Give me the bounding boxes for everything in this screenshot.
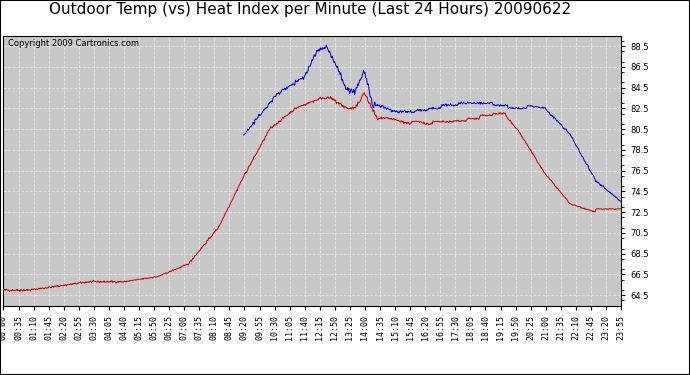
Text: Copyright 2009 Cartronics.com: Copyright 2009 Cartronics.com — [8, 39, 139, 48]
Text: Outdoor Temp (vs) Heat Index per Minute (Last 24 Hours) 20090622: Outdoor Temp (vs) Heat Index per Minute … — [50, 2, 571, 17]
